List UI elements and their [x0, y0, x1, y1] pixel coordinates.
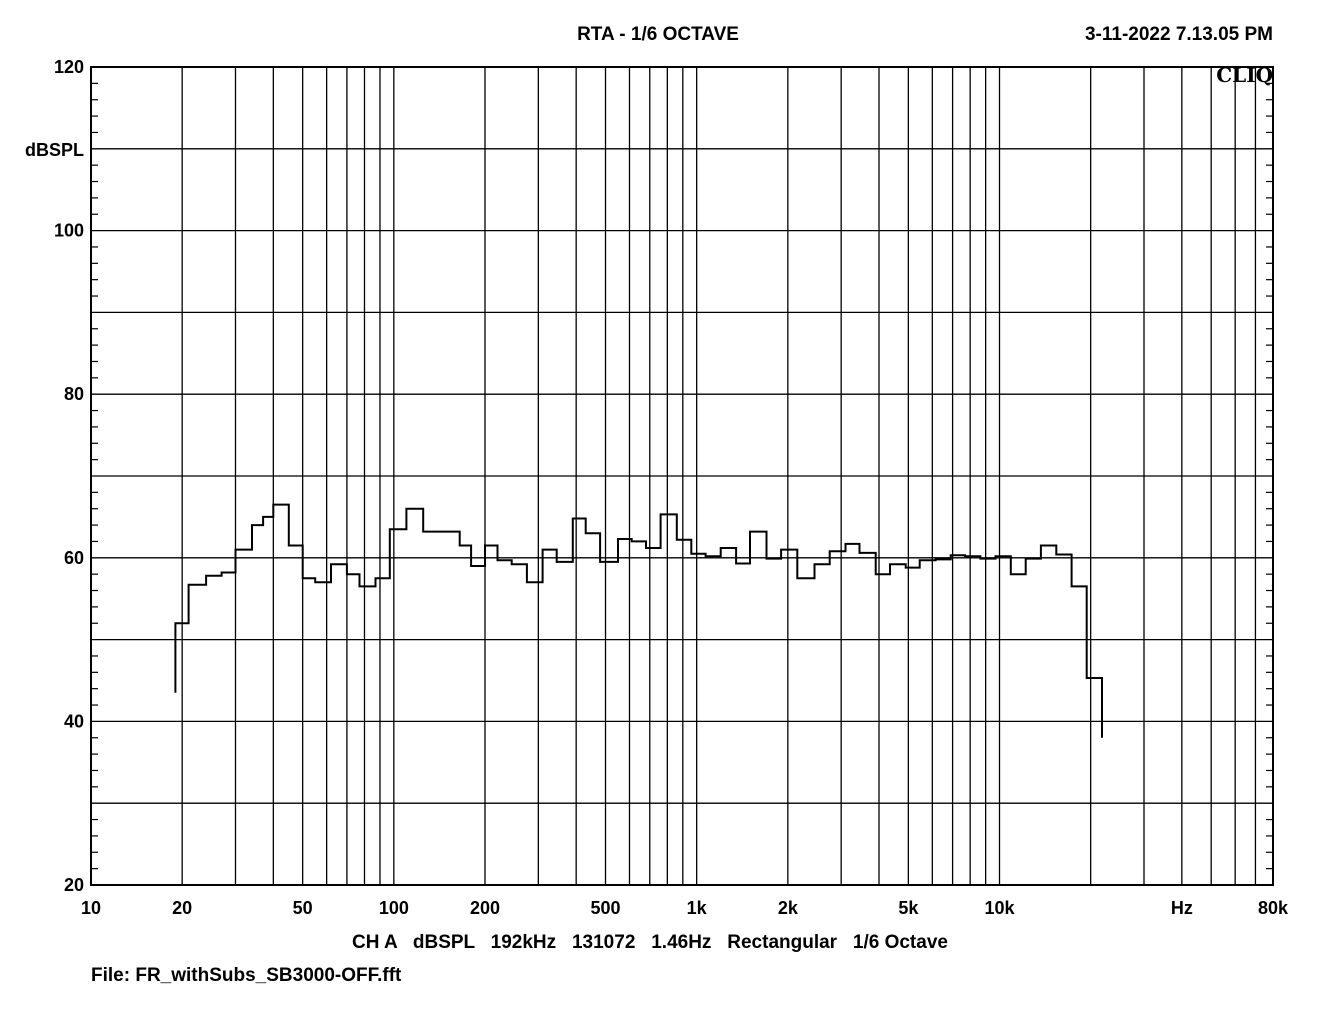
y-tick-label: 20 [64, 875, 84, 895]
x-tick-label: 100 [379, 898, 409, 918]
y-tick-label: 40 [64, 711, 84, 731]
y-tick-label: 80 [64, 384, 84, 404]
x-tick-label: 20 [172, 898, 192, 918]
minor-ticks [91, 82, 1273, 870]
x-tick-labels: 10 20 50 100 200 500 1k 2k 5k 10k Hz 80k [81, 898, 1289, 918]
y-tick-label: 60 [64, 548, 84, 568]
x-tick-label: 1k [687, 898, 708, 918]
measurement-settings: CH A dBSPL 192kHz 131072 1.46Hz Rectangu… [352, 932, 948, 953]
series-line-ch-a [174, 503, 1103, 738]
x-tick-label: 10 [81, 898, 101, 918]
x-tick-label: 50 [293, 898, 313, 918]
x-tick-label: 2k [778, 898, 799, 918]
x-tick-label: Hz [1171, 898, 1193, 918]
x-tick-label: 10k [984, 898, 1015, 918]
x-tick-label: 200 [470, 898, 500, 918]
y-tick-labels: 120 100 80 60 40 20 [54, 57, 84, 895]
file-name: File: FR_withSubs_SB3000-OFF.fft [91, 965, 402, 986]
timestamp: 3-11-2022 7.13.05 PM [1085, 24, 1273, 45]
x-tick-label: 80k [1258, 898, 1289, 918]
y-axis-label: dBSPL [25, 140, 84, 160]
grid [91, 67, 1273, 885]
x-tick-label: 5k [898, 898, 919, 918]
cliq-logo: CLIQ [1216, 63, 1273, 87]
x-tick-label: 500 [590, 898, 620, 918]
y-tick-label: 120 [54, 57, 84, 77]
chart-title: RTA - 1/6 OCTAVE [577, 24, 739, 45]
y-tick-label: 100 [54, 221, 84, 241]
plot-frame [90, 66, 1274, 886]
